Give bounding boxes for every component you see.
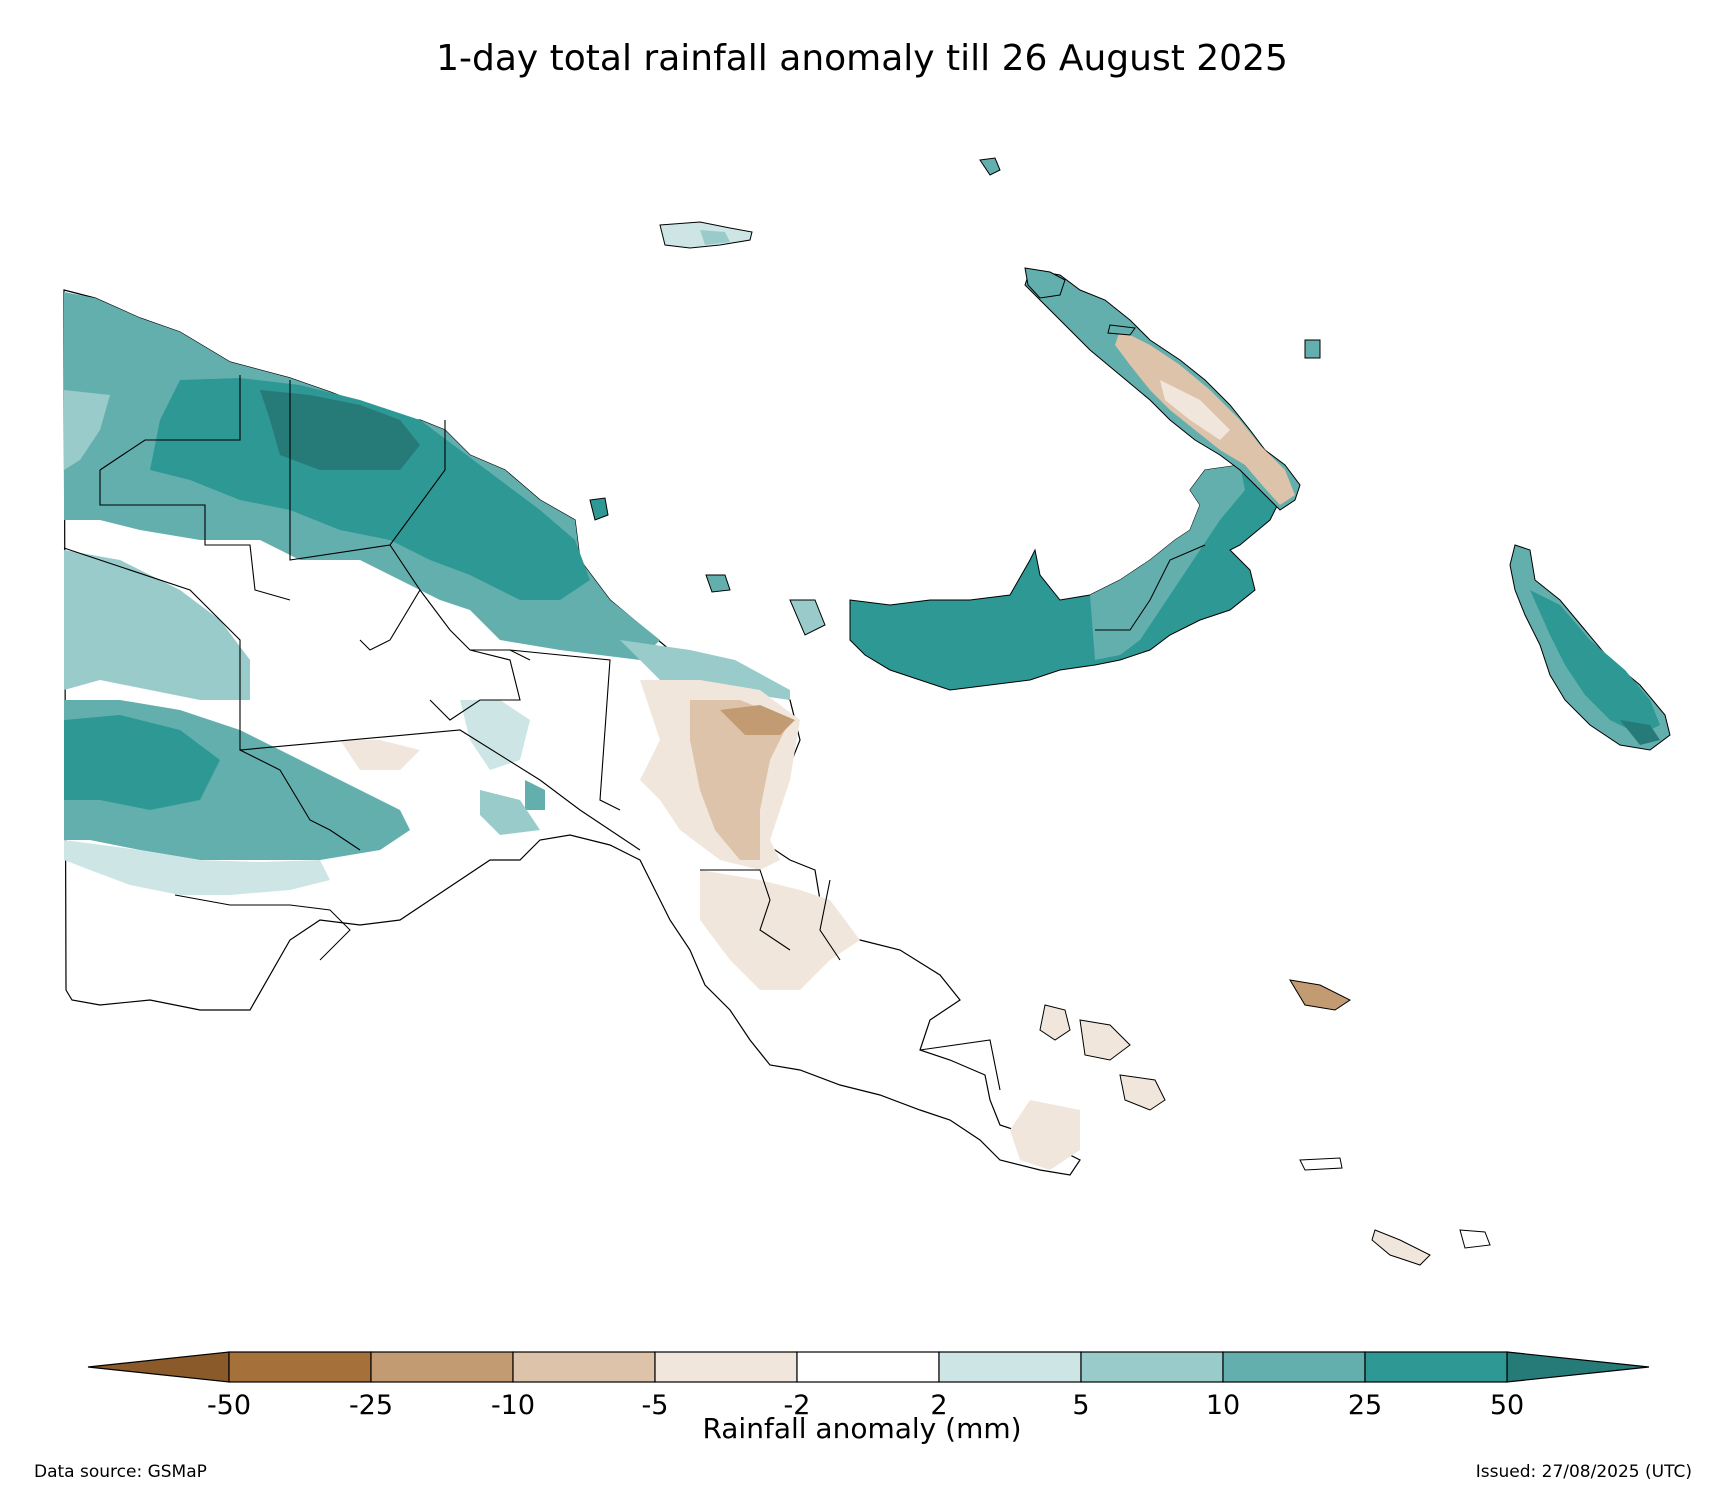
colorbar-tick-label: -2: [784, 1390, 811, 1421]
colorbar-tick-label: 5: [1072, 1390, 1089, 1421]
new-britain: [849, 464, 1281, 691]
colorbar-tick-label: 2: [930, 1390, 947, 1421]
colorbar: -50 -25 -10 -5 -2 2 5 10 25 50: [87, 1351, 1650, 1421]
colorbar-extend-low: [87, 1351, 230, 1383]
new-ireland: [1024, 269, 1301, 511]
colorbar-bin: [796, 1351, 940, 1383]
colorbar-tick-label: -25: [349, 1390, 393, 1421]
colorbar-tick-label: -5: [642, 1390, 669, 1421]
mainland-new-guinea: [63, 289, 1081, 1176]
colorbar-tick-label: -10: [491, 1390, 535, 1421]
map-title: 1-day total rainfall anomaly till 26 Aug…: [436, 38, 1288, 79]
colorbar-tick-label: 25: [1348, 1390, 1382, 1421]
data-source: Data source: GSMaP: [34, 1462, 207, 1482]
colorbar-bin: [512, 1351, 656, 1383]
colorbar-tick-label: -50: [207, 1390, 251, 1421]
colorbar-extend-high: [1506, 1351, 1650, 1383]
bougainville: [1509, 544, 1671, 751]
colorbar-label: Rainfall anomaly (mm): [702, 1412, 1022, 1445]
province-borders: [63, 375, 1001, 1091]
issued-date: Issued: 27/08/2025 (UTC): [1475, 1462, 1692, 1482]
colorbar-bin: [1364, 1351, 1508, 1383]
colorbar-tick-label: 50: [1490, 1390, 1524, 1421]
colorbar-bin: [938, 1351, 1082, 1383]
colorbar-bin: [1222, 1351, 1366, 1383]
northern-islands: [589, 157, 1321, 636]
southeastern-islands: [1039, 979, 1491, 1266]
colorbar-bin: [370, 1351, 514, 1383]
colorbar-bin: [1080, 1351, 1224, 1383]
colorbar-bin: [228, 1351, 372, 1383]
colorbar-tick-label: 10: [1206, 1390, 1240, 1421]
colorbar-bin: [654, 1351, 798, 1383]
